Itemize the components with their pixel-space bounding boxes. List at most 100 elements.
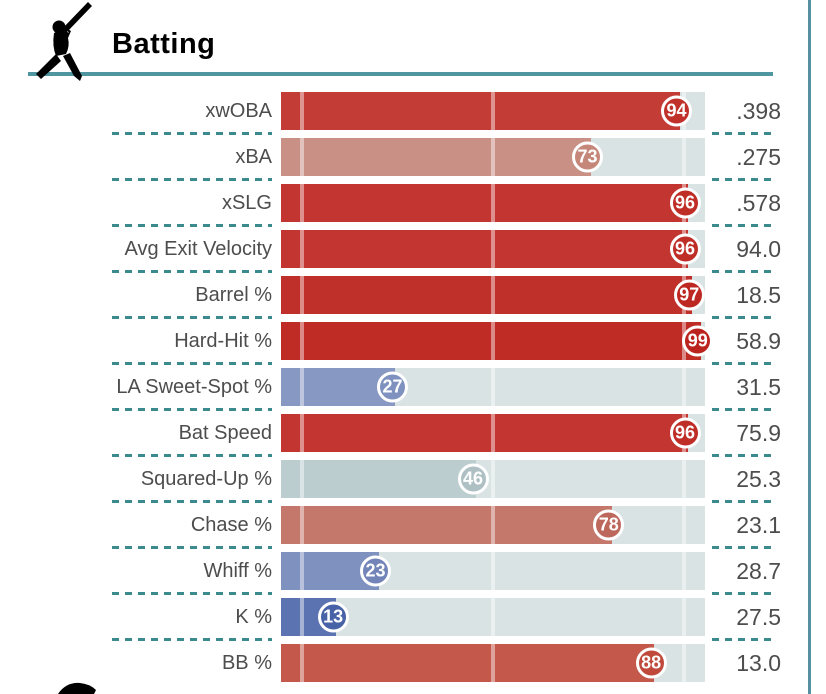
batter-icon <box>36 2 92 81</box>
percentile-bubble[interactable]: 96 <box>669 417 701 449</box>
bar-marker-5pct <box>300 506 305 544</box>
percentile-bubble[interactable]: 23 <box>360 555 392 587</box>
stat-row: LA Sweet-Spot % 27 31.5 <box>0 364 806 410</box>
row-separator-left-dashes <box>112 454 272 457</box>
percentile-bubble[interactable]: 94 <box>661 95 693 127</box>
bar-marker-50pct <box>491 460 495 498</box>
percentile-bubble[interactable]: 46 <box>457 463 489 495</box>
bar-marker-50pct <box>491 138 495 176</box>
percentile-bar[interactable]: 88 <box>281 644 705 682</box>
percentile-bubble-value: 46 <box>463 468 484 489</box>
percentile-bubble[interactable]: 99 <box>682 325 714 357</box>
next-section-icon-partial <box>58 682 96 694</box>
stat-label: Squared-Up % <box>140 467 272 490</box>
stat-value: 18.5 <box>736 281 781 308</box>
bar-marker-50pct <box>491 506 495 544</box>
stat-value: .275 <box>736 143 781 170</box>
stat-value: 25.3 <box>736 465 781 492</box>
row-separator-right-dashes <box>712 638 773 641</box>
percentile-bubble[interactable]: 13 <box>317 601 349 633</box>
row-separator-right-dashes <box>712 362 773 365</box>
percentile-bar-fill <box>281 506 612 544</box>
percentile-bar-fill <box>281 138 591 176</box>
percentile-bar-fill <box>281 368 396 406</box>
percentile-bar-fill <box>281 322 701 360</box>
bar-marker-95pct <box>681 460 686 498</box>
percentile-bar[interactable]: 97 <box>281 276 705 314</box>
stat-rows: xwOBA 94 .398 xBA 73 .275 <box>0 88 806 686</box>
row-separator-left-dashes <box>112 408 272 411</box>
bar-marker-5pct <box>300 138 305 176</box>
bar-marker-50pct <box>491 230 495 268</box>
percentile-bubble[interactable]: 27 <box>376 371 408 403</box>
percentile-bubble-value: 96 <box>675 238 696 259</box>
stat-label: Chase % <box>190 513 272 536</box>
row-separator-left-dashes <box>112 500 272 503</box>
bar-marker-5pct <box>300 368 305 406</box>
percentile-bubble-value: 96 <box>675 422 696 443</box>
stat-row: BB % 88 13.0 <box>0 640 806 686</box>
row-separator-right-dashes <box>712 454 773 457</box>
bar-marker-50pct <box>491 598 495 636</box>
stat-row: xwOBA 94 .398 <box>0 88 806 134</box>
stat-row: Whiff % 23 28.7 <box>0 548 806 594</box>
percentile-bar[interactable]: 94 <box>281 92 705 130</box>
stat-label: Hard-Hit % <box>174 329 272 352</box>
stat-label: Avg Exit Velocity <box>124 237 272 260</box>
bar-marker-5pct <box>300 230 305 268</box>
percentile-bar[interactable]: 96 <box>281 230 705 268</box>
percentile-bar-fill <box>281 184 689 222</box>
stat-row: Hard-Hit % 99 58.9 <box>0 318 806 364</box>
percentile-bubble-value: 78 <box>598 514 619 535</box>
row-separator-left-dashes <box>112 132 272 135</box>
row-separator-right-dashes <box>712 500 773 503</box>
percentile-bubble-value: 23 <box>365 560 386 581</box>
row-separator-left-dashes <box>112 178 272 181</box>
percentile-bubble[interactable]: 96 <box>669 233 701 265</box>
bar-marker-95pct <box>681 368 686 406</box>
bar-marker-5pct <box>300 460 305 498</box>
percentile-bubble[interactable]: 96 <box>669 187 701 219</box>
section-header: Batting <box>0 0 826 88</box>
stat-label: BB % <box>221 651 272 674</box>
percentile-bar[interactable]: 96 <box>281 414 705 452</box>
row-separator-right-dashes <box>712 546 773 549</box>
stat-label: Bat Speed <box>178 421 272 444</box>
bar-marker-5pct <box>300 184 305 222</box>
bar-marker-50pct <box>491 552 495 590</box>
percentile-bubble-value: 99 <box>687 330 708 351</box>
percentile-bar[interactable]: 13 <box>281 598 705 636</box>
bar-marker-5pct <box>300 644 305 682</box>
bar-marker-5pct <box>300 276 305 314</box>
stat-value: 27.5 <box>736 603 781 630</box>
stat-row: Chase % 78 23.1 <box>0 502 806 548</box>
percentile-bubble-value: 73 <box>577 146 598 167</box>
bar-marker-50pct <box>491 92 495 130</box>
stat-label: xSLG <box>221 191 272 214</box>
percentile-bubble[interactable]: 73 <box>572 141 604 173</box>
percentile-bubble[interactable]: 97 <box>673 279 705 311</box>
percentile-bar[interactable]: 27 <box>281 368 705 406</box>
stat-label: Whiff % <box>203 559 272 582</box>
percentile-bar[interactable]: 23 <box>281 552 705 590</box>
percentile-bar[interactable]: 73 <box>281 138 705 176</box>
percentile-bar-fill <box>281 92 680 130</box>
percentile-bar[interactable]: 96 <box>281 184 705 222</box>
row-separator-left-dashes <box>112 638 272 641</box>
row-separator-right-dashes <box>712 316 773 319</box>
percentile-bubble[interactable]: 88 <box>635 647 667 679</box>
percentile-bubble-value: 13 <box>323 606 344 627</box>
percentile-bar[interactable]: 78 <box>281 506 705 544</box>
percentile-bar-fill <box>281 276 693 314</box>
row-separator-right-dashes <box>712 592 773 595</box>
bar-marker-50pct <box>491 644 495 682</box>
stat-row: Bat Speed 96 75.9 <box>0 410 806 456</box>
bar-marker-95pct <box>681 506 686 544</box>
percentile-bar[interactable]: 99 <box>281 322 714 360</box>
stat-value: 13.0 <box>736 649 781 676</box>
percentile-bar[interactable]: 46 <box>281 460 705 498</box>
stat-row: Avg Exit Velocity 96 94.0 <box>0 226 806 272</box>
stat-value: 31.5 <box>736 373 781 400</box>
percentile-bubble[interactable]: 78 <box>593 509 625 541</box>
stat-label: Barrel % <box>195 283 272 306</box>
